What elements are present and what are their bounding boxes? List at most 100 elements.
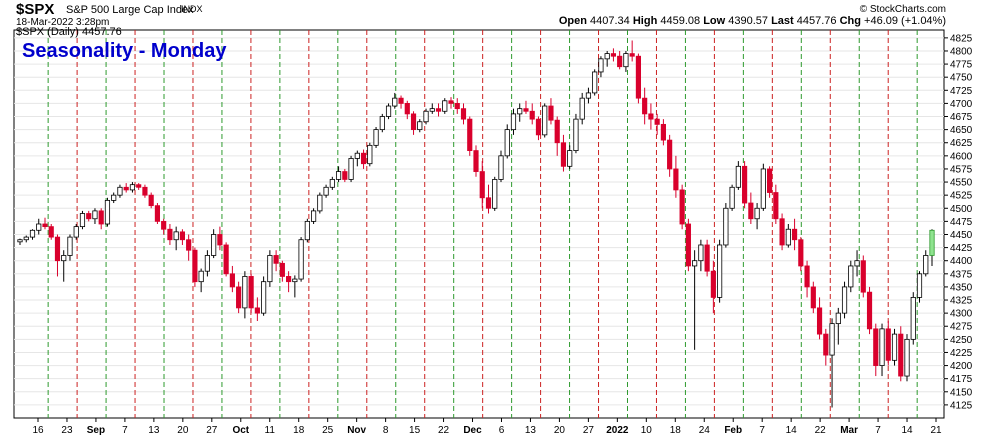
- candle-body: [435, 108, 442, 112]
- x-tick-label: 22: [815, 425, 827, 436]
- candle-body: [585, 92, 592, 99]
- candle-body: [829, 323, 835, 356]
- candle-body: [423, 110, 429, 123]
- candle-body: [248, 276, 254, 309]
- candle-body: [236, 286, 242, 309]
- candle-body: [560, 142, 567, 167]
- x-tick-label: 7: [759, 425, 765, 436]
- candle-body: [367, 144, 373, 165]
- candle-body: [785, 228, 791, 246]
- candle-body: [604, 53, 610, 60]
- candle-body: [392, 97, 398, 107]
- candle-body: [579, 97, 585, 120]
- candle-body: [467, 118, 473, 151]
- candle-body: [873, 328, 879, 366]
- candle-body: [835, 312, 841, 325]
- x-tick-label: 11: [265, 425, 276, 436]
- y-tick-label: 4250: [950, 335, 973, 346]
- x-tick-label: Oct: [232, 425, 249, 436]
- candle-body: [17, 239, 23, 243]
- candle-body: [73, 226, 79, 238]
- chart-title: Seasonality - Monday: [22, 40, 227, 62]
- candle-body: [136, 184, 142, 188]
- candle-body: [860, 260, 866, 293]
- candle-body: [667, 139, 673, 170]
- x-tick-label: 20: [554, 425, 566, 436]
- series-legend: $SPX (Daily) 4457.76: [16, 26, 122, 38]
- candle-body: [535, 118, 542, 136]
- y-tick-label: 4350: [950, 282, 973, 293]
- y-tick-label: 4775: [950, 60, 973, 71]
- candle-body: [692, 260, 698, 267]
- candle-body: [123, 186, 129, 191]
- y-tick-label: 4600: [950, 151, 973, 162]
- y-tick-label: 4800: [950, 46, 973, 57]
- candle-body: [923, 255, 929, 275]
- chg-label: Chg: [839, 15, 861, 27]
- candle-body: [485, 197, 492, 209]
- candle-body: [754, 207, 760, 220]
- x-tick-label: 7: [875, 425, 881, 436]
- low-value: 4390.57: [728, 15, 769, 27]
- candle-body: [479, 171, 485, 199]
- x-tick-label: 8: [383, 425, 389, 436]
- open-label: Open: [558, 15, 587, 27]
- candle-body: [910, 297, 916, 340]
- candle-body: [629, 53, 635, 57]
- candle-body: [410, 113, 417, 131]
- y-tick-label: 4625: [950, 138, 973, 149]
- last-value: 4457.76: [796, 15, 837, 27]
- candle-body: [454, 103, 460, 110]
- candle-body: [623, 53, 629, 68]
- candle-body: [879, 328, 885, 366]
- y-tick-label: 4725: [950, 86, 973, 97]
- candle-body: [354, 152, 360, 159]
- candle-body: [229, 273, 235, 288]
- candle-body: [898, 333, 904, 377]
- x-tick-label: 18: [293, 425, 305, 436]
- high-value: 4459.08: [660, 15, 701, 27]
- x-tick-label: Feb: [724, 425, 742, 436]
- candle-body: [79, 213, 86, 228]
- candle-body: [23, 236, 29, 241]
- candle-body: [223, 244, 229, 275]
- y-tick-label: 4400: [950, 256, 973, 267]
- candle-body: [473, 150, 479, 172]
- candle-body: [773, 192, 779, 220]
- candle-body: [673, 168, 679, 191]
- candle-body: [854, 260, 860, 267]
- x-tick-label: 16: [32, 425, 44, 436]
- x-tick-label: 13: [525, 425, 537, 436]
- y-tick-label: 4825: [950, 33, 973, 44]
- candle-body: [54, 236, 61, 262]
- candle-body: [42, 223, 48, 228]
- x-tick-label: Sep: [87, 425, 105, 436]
- candle-body: [373, 129, 379, 146]
- candle-body: [848, 265, 854, 288]
- candle-body: [360, 152, 367, 165]
- plot-frame: [13, 29, 945, 419]
- y-tick-label: 4750: [950, 73, 973, 84]
- candle-body: [748, 202, 754, 220]
- ohlc-summary: Open 4407.34 High 4459.08 Low 4390.57 La…: [559, 15, 946, 27]
- candle-body: [654, 118, 660, 125]
- candle-body: [304, 220, 310, 241]
- candle-body: [348, 158, 354, 180]
- candle-body: [523, 108, 529, 112]
- candle-body: [267, 255, 273, 283]
- candle-body: [148, 194, 154, 207]
- x-tick-label: 27: [583, 425, 595, 436]
- candle-body: [317, 194, 323, 212]
- candle-body: [186, 239, 192, 251]
- candle-body: [617, 55, 623, 68]
- candle-body: [891, 333, 898, 361]
- candle-body: [823, 333, 829, 356]
- candle-body: [542, 105, 548, 136]
- candle-body: [198, 270, 204, 283]
- y-tick-label: 4450: [950, 230, 973, 241]
- candle-body: [417, 121, 423, 131]
- candle-body: [810, 286, 816, 309]
- candle-body: [767, 168, 773, 193]
- x-tick-label: 15: [409, 425, 421, 436]
- y-tick-label: 4475: [950, 217, 973, 228]
